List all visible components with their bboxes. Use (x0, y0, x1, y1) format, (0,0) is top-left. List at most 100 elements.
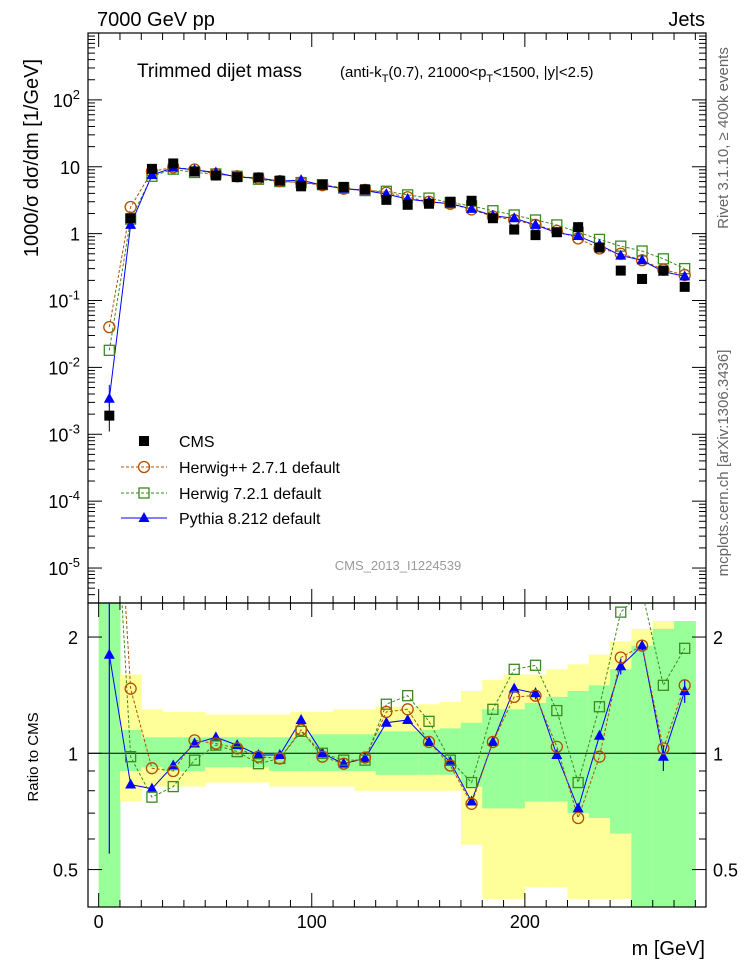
analysis-watermark: CMS_2013_I1224539 (335, 558, 462, 573)
legend-label: Herwig 7.2.1 default (179, 486, 322, 503)
ratio-point (530, 687, 542, 698)
data-point (509, 224, 520, 235)
ratio-point (551, 704, 563, 717)
ratio-point (422, 735, 436, 749)
legend-label: Pythia 8.212 default (179, 511, 321, 528)
ratio-point (487, 703, 499, 715)
mcplots-source-label: mcplots.cern.ch [arXiv:1306.3436] (715, 350, 732, 577)
band-green-bin (503, 709, 526, 809)
data-point (657, 253, 670, 265)
data-point (678, 268, 691, 282)
data-point (551, 227, 562, 238)
data-point (274, 175, 285, 186)
band-green-bin (482, 709, 505, 809)
sigma-glyph: σ (21, 194, 43, 207)
ratio-point (679, 684, 691, 695)
ratio-y-tick-label: 2 (68, 628, 78, 648)
legend: CMS Herwig++ 2.7.1 default Herwig 7.2.1 de… (121, 434, 341, 528)
data-point (402, 199, 413, 210)
data-point (466, 202, 478, 213)
ratio-point (423, 735, 435, 746)
ratio-point (508, 690, 521, 704)
data-point (508, 212, 520, 223)
ratio-uncertainty-bands (98, 603, 696, 907)
ratio-point (487, 735, 499, 746)
data-point (445, 196, 456, 207)
data-point (296, 181, 307, 192)
data-point (146, 163, 157, 174)
band-green-bin (290, 737, 313, 771)
rivet-version-label: Rivet 3.1.10, ≥ 400k events (715, 47, 732, 229)
main-y-tick-label: 10-3 (48, 421, 80, 445)
ratio-y-tick-label: 0.5 (53, 861, 78, 881)
data-point (232, 172, 243, 183)
ratio-series (103, 603, 691, 854)
ratio-y-tick-label-right: 1 (713, 744, 723, 764)
main-series (103, 158, 691, 432)
ratio-point (444, 754, 456, 766)
band-green-bin (205, 737, 228, 768)
data-point (530, 230, 541, 241)
ratio-point (550, 740, 563, 753)
ratio-point (380, 705, 393, 719)
ratio-point (273, 752, 286, 765)
data-point (679, 270, 691, 281)
main-y-tick-label: 1 (70, 225, 80, 245)
legend-label: Herwig++ 2.7.1 default (179, 460, 341, 477)
ratio-point (401, 703, 414, 716)
series-line-1 (108, 166, 685, 328)
data-point (423, 198, 434, 209)
main-y-tick-label: 102 (53, 87, 80, 111)
data-point (381, 194, 392, 205)
ratio-point (209, 737, 223, 750)
ratio-point (294, 723, 308, 737)
data-point (317, 179, 328, 190)
ratio-line-1 (121, 603, 686, 798)
ratio-point (615, 660, 627, 671)
ratio-point (466, 795, 478, 806)
data-point (530, 218, 542, 229)
data-point (103, 344, 115, 356)
ratio-point (657, 742, 670, 755)
ratio-line-0 (124, 603, 686, 820)
series-line-2 (108, 168, 685, 351)
ratio-point (124, 751, 137, 763)
ratio-point (508, 663, 520, 675)
ratio-point (444, 759, 457, 772)
main-y-tick-label: 10-1 (48, 288, 80, 312)
band-green-bin (610, 669, 632, 834)
x-tick-label: 100 (297, 912, 327, 932)
ratio-point (593, 750, 606, 763)
ratio-point (167, 780, 179, 793)
data-point (168, 158, 179, 169)
ratio-point (103, 648, 115, 659)
data-point (103, 320, 116, 334)
band-green-bin (567, 690, 590, 814)
ratio-point (146, 791, 158, 803)
data-point (125, 218, 137, 229)
ratio-point (124, 682, 137, 695)
data-point (637, 273, 648, 284)
ratio-point (529, 689, 542, 702)
band-green-bin (119, 729, 142, 771)
ratio-point (167, 764, 180, 778)
ratio-point (551, 748, 563, 759)
data-point (124, 200, 137, 214)
ratio-y-tick-label-right: 2 (713, 628, 723, 648)
main-y-tick-label: 10 (60, 158, 80, 178)
ratio-point (423, 715, 435, 727)
data-point (615, 265, 626, 276)
ratio-point (636, 639, 648, 650)
main-y-axis-title: 1000/σ dσ/dm [1/GeV] (21, 59, 43, 257)
ratio-point (571, 811, 585, 825)
ratio-point (380, 698, 392, 710)
data-point (594, 242, 605, 253)
ratio-point (679, 642, 691, 654)
data-point (572, 230, 584, 241)
ratio-point (486, 735, 500, 749)
data-point (360, 184, 371, 195)
x-axis-title: m [GeV] (632, 938, 705, 960)
data-point (679, 281, 690, 292)
legend-label: CMS (179, 434, 215, 451)
